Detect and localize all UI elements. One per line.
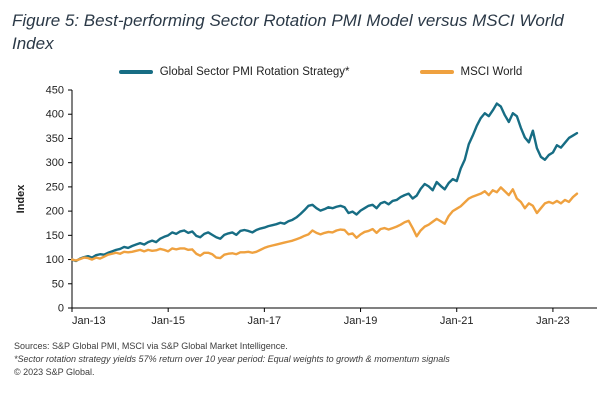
x-tick-label: Jan-13	[72, 315, 106, 327]
y-tick-label: 100	[46, 254, 64, 266]
y-tick-label: 400	[46, 109, 64, 121]
x-tick-label: Jan-21	[440, 315, 474, 327]
footnote-sources: Sources: S&P Global PMI, MSCI via S&P Gl…	[14, 340, 288, 351]
x-tick-label: Jan-23	[536, 315, 570, 327]
series-line-msci	[70, 186, 579, 262]
y-tick-label: 350	[46, 133, 64, 145]
chart-canvas: 0 50 100 150 200 250 300 350 400 450 Jan-13 Jan-15 J…	[15, 84, 597, 327]
x-tick-label: Jan-17	[248, 315, 282, 327]
legend-label-msci: MSCI World	[460, 65, 523, 78]
figure-container: Figure 5: Best-performing Sector Rotatio…	[12, 11, 597, 379]
y-tick-label: 250	[46, 181, 64, 193]
series-line-strategy	[70, 102, 579, 263]
footnote-copyright: © 2023 S&P Global.	[14, 366, 95, 377]
footnotes: Sources: S&P Global PMI, MSCI via S&P Gl…	[14, 340, 591, 379]
legend-item-msci: MSCI World	[419, 65, 523, 78]
legend-label-strategy: Global Sector PMI Rotation Strategy*	[159, 65, 350, 78]
strategy-line-swatch	[118, 69, 153, 74]
msci-line-swatch	[419, 69, 454, 74]
legend-item-strategy: Global Sector PMI Rotation Strategy*	[118, 65, 350, 78]
footnote-strategy-note: *Sector rotation strategy yields 57% ret…	[14, 353, 450, 364]
x-tick-label: Jan-15	[151, 315, 185, 327]
chart-legend: Global Sector PMI Rotation Strategy* MSC…	[50, 66, 591, 78]
y-tick-label: 150	[46, 230, 64, 242]
x-tick-label: Jan-19	[344, 315, 378, 327]
figure-title: Figure 5: Best-performing Sector Rotatio…	[12, 11, 564, 53]
y-tick-label: 0	[58, 302, 64, 314]
y-tick-label: 50	[52, 278, 64, 290]
y-tick-label: 300	[46, 157, 64, 169]
y-tick-label: 450	[46, 84, 64, 96]
y-tick-label: 200	[46, 205, 64, 217]
y-axis-title: Index	[15, 184, 27, 214]
